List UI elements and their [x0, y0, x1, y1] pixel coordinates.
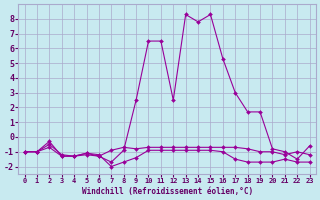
X-axis label: Windchill (Refroidissement éolien,°C): Windchill (Refroidissement éolien,°C) [82, 187, 253, 196]
